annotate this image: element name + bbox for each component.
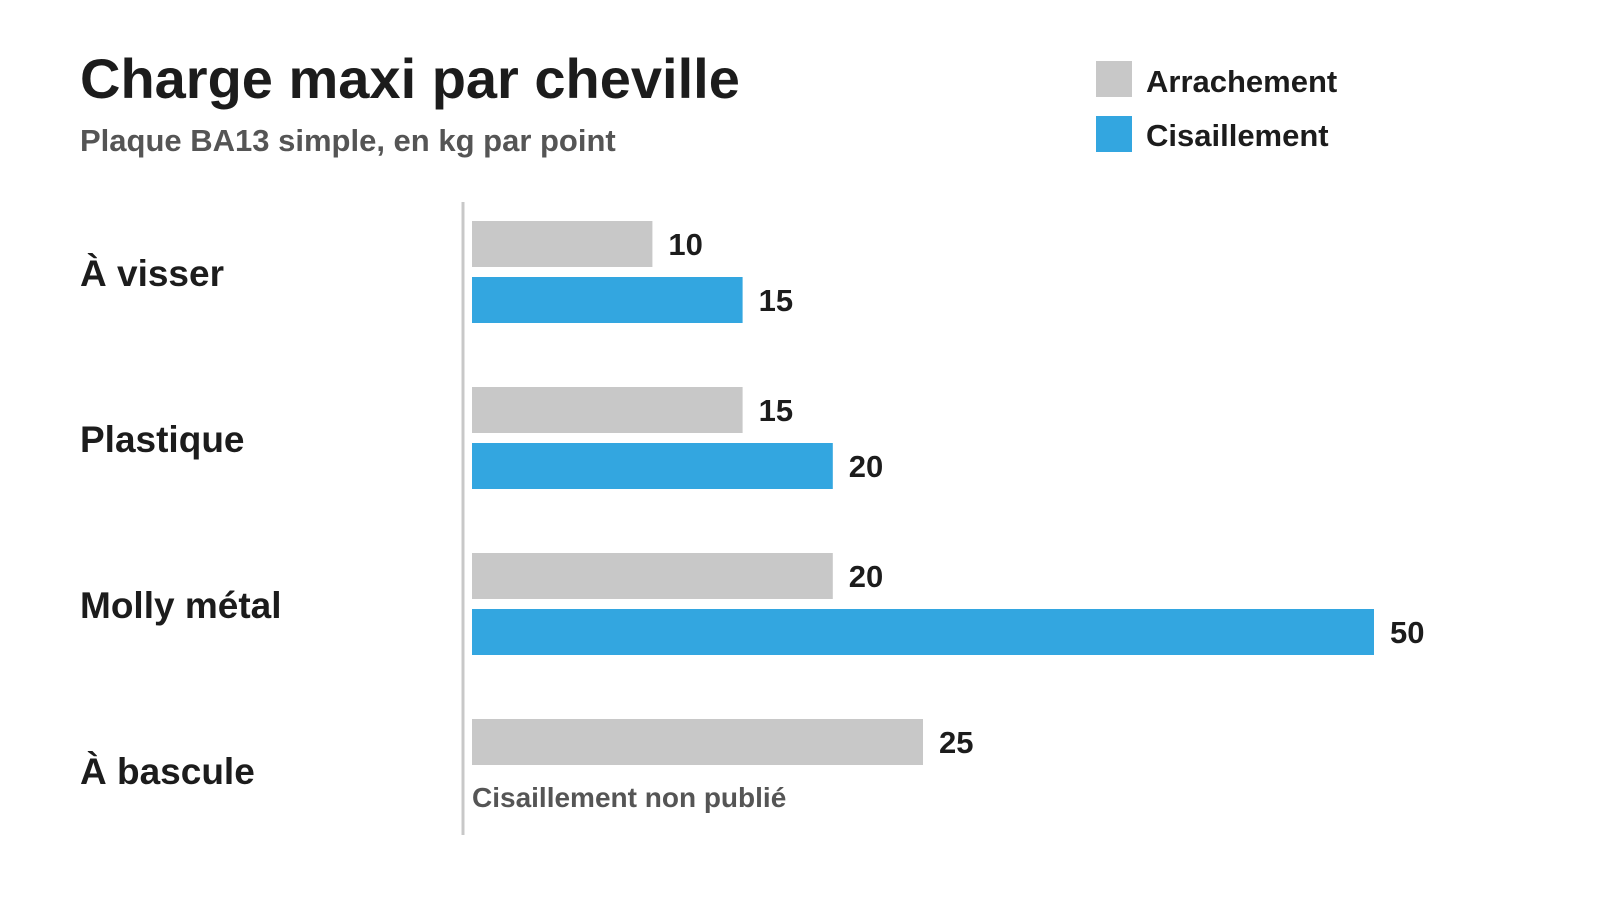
bar-molly-metal-arrachement xyxy=(472,553,833,599)
legend-label-arrachement: Arrachement xyxy=(1146,64,1337,99)
bar-a-visser-cisaillement xyxy=(472,277,743,323)
legend-swatch-cisaillement xyxy=(1096,116,1132,152)
bar-plastique-arrachement xyxy=(472,387,743,433)
chart-title: Charge maxi par cheville xyxy=(80,47,740,110)
legend: Arrachement Cisaillement xyxy=(1096,61,1337,153)
bar-a-bascule-arrachement xyxy=(472,719,923,765)
chart-subtitle: Plaque BA13 simple, en kg par point xyxy=(80,123,616,158)
legend-label-cisaillement: Cisaillement xyxy=(1146,118,1329,153)
bar-plastique-cisaillement xyxy=(472,443,833,489)
value-label-plastique-arrachement: 15 xyxy=(759,393,793,428)
value-label-a-visser-arrachement: 10 xyxy=(668,227,702,262)
value-label-a-visser-cisaillement: 15 xyxy=(759,283,793,318)
value-label-molly-metal-cisaillement: 50 xyxy=(1390,615,1424,650)
category-label-a-bascule: À bascule xyxy=(80,751,255,792)
value-label-plastique-cisaillement: 20 xyxy=(849,449,883,484)
value-label-molly-metal-arrachement: 20 xyxy=(849,559,883,594)
bars-group: À visser 10 15 Plastique 15 20 Molly métal 20 50… xyxy=(80,221,1424,813)
legend-swatch-arrachement xyxy=(1096,61,1132,97)
category-label-molly-metal: Molly métal xyxy=(80,585,282,626)
bar-a-visser-arrachement xyxy=(472,221,653,267)
category-label-plastique: Plastique xyxy=(80,419,245,460)
bar-molly-metal-cisaillement xyxy=(472,609,1374,655)
value-label-a-bascule-arrachement: 25 xyxy=(939,725,973,760)
annotation-a-bascule-cisaillement: Cisaillement non publié xyxy=(472,782,786,813)
category-label-a-visser: À visser xyxy=(80,253,224,294)
